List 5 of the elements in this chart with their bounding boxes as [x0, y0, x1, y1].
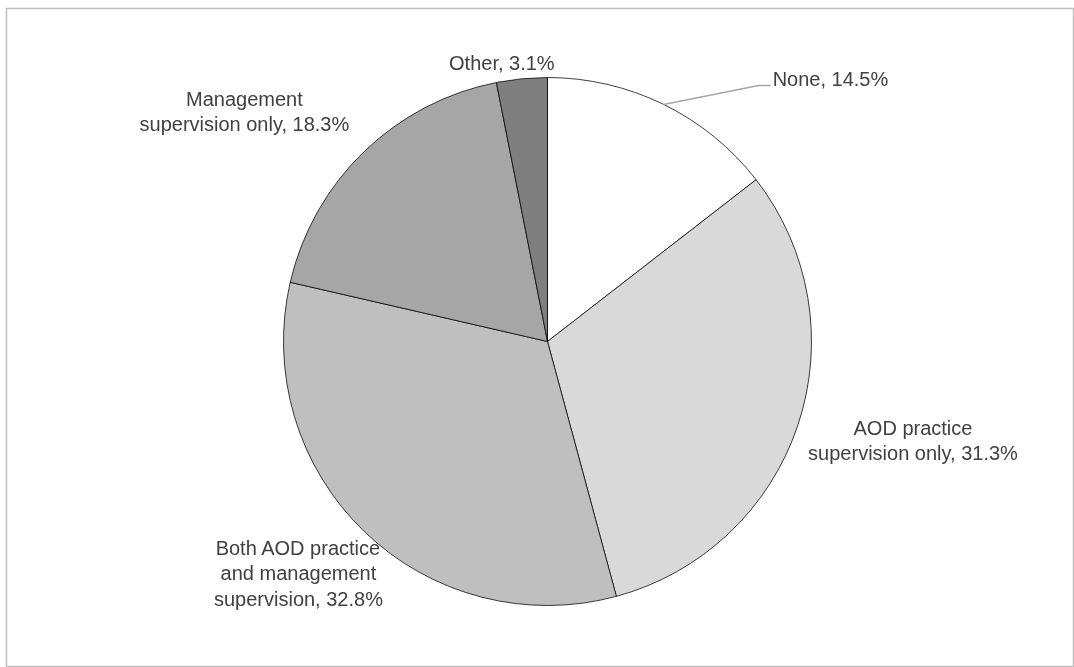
slice-label: Other, 3.1%	[449, 52, 555, 75]
slice-label: Management supervision only, 18.3%	[139, 88, 350, 136]
slice-label: Both AOD practice and management supervision, 32.8%	[213, 537, 384, 610]
slice-label: None, 14.5%	[772, 68, 889, 91]
slice-label: AOD practice supervision only, 31.3%	[808, 416, 1019, 464]
